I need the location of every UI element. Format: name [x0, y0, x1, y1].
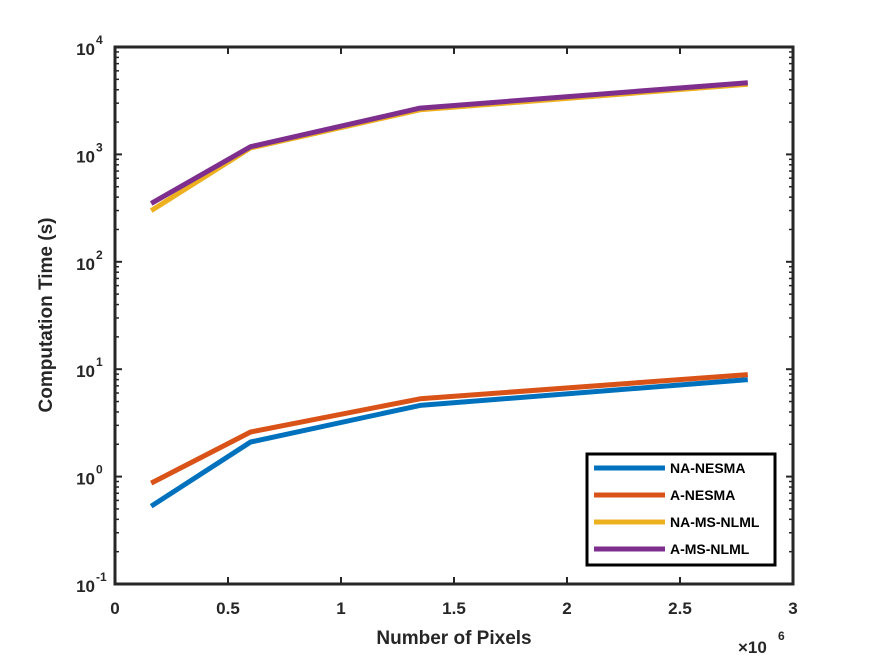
y-tick-label-exponent: 3: [96, 140, 103, 154]
y-tick-label-exponent: 4: [96, 33, 103, 47]
plot-frame: [113, 45, 795, 586]
y-tick-label-base: 10: [76, 362, 95, 381]
legend-label: NA-NESMA: [670, 460, 745, 476]
y-tick-label-base: 10: [76, 147, 95, 166]
series-layer: [149, 80, 748, 509]
y-tick-label-base: 10: [76, 255, 95, 274]
x-tick-label: 2: [562, 599, 571, 618]
x-tick-label: 0.5: [216, 599, 240, 618]
legend-entries: NA-NESMA A-NESMA NA-MS-NLML A-MS-NLML: [594, 460, 760, 557]
y-tick-label-base: 10: [76, 577, 95, 596]
x-axis-title: Number of Pixels: [376, 628, 531, 649]
y-tick-label: 10 1: [76, 355, 103, 381]
x-tick-label: 1.5: [442, 599, 466, 618]
x-tick-label: 2.5: [668, 599, 692, 618]
y-tick-label: 10 2: [76, 248, 103, 274]
series-line-na-nesma: [149, 377, 748, 509]
y-tick-label-exponent: 0: [96, 463, 103, 477]
x-exponent-power: 6: [778, 629, 785, 643]
series-line-a-nesma: [150, 372, 748, 486]
x-tick-label: 3: [788, 599, 797, 618]
legend-label: NA-MS-NLML: [670, 514, 760, 530]
legend: NA-NESMA A-NESMA NA-MS-NLML A-MS-NLML: [585, 452, 777, 567]
y-tick-label-exponent: 1: [96, 355, 103, 369]
legend-label: A-NESMA: [670, 487, 735, 503]
y-tick-label-base: 10: [76, 470, 95, 489]
y-tick-label: 10 4: [76, 33, 103, 59]
y-tick-label-exponent: 2: [96, 248, 103, 262]
y-tick-label: 10 -1: [76, 570, 107, 596]
x-exponent-base: ×10: [738, 638, 767, 656]
x-tick-label: 1: [336, 599, 345, 618]
y-tick-label-exponent: -1: [96, 570, 107, 584]
y-tick-label-base: 10: [76, 40, 95, 59]
y-tick-label: 10 0: [76, 463, 103, 489]
y-axis-title: Computation Time (s): [36, 218, 57, 413]
legend-label: A-MS-NLML: [670, 541, 750, 557]
x-tick-label: 0: [110, 599, 119, 618]
x-axis-exponent: ×10 6: [738, 629, 785, 656]
series-line-a-ms-nlml: [149, 80, 748, 206]
y-tick-label: 10 3: [76, 140, 103, 166]
